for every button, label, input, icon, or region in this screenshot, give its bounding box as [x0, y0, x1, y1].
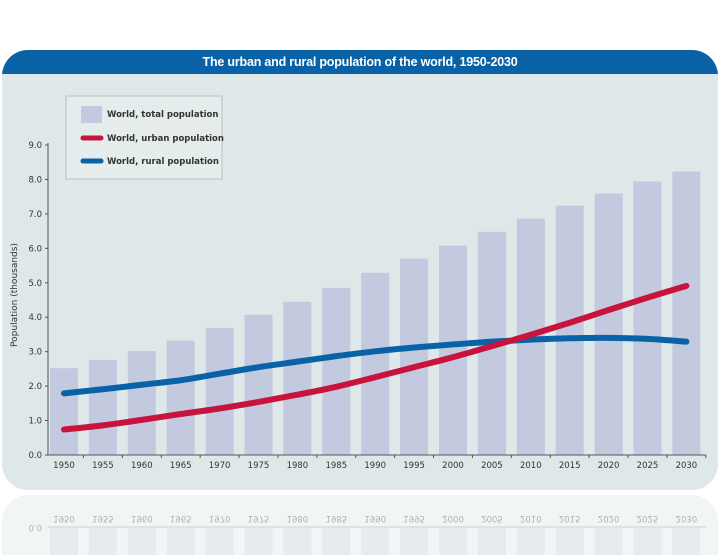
reflection-label: 1955 — [92, 513, 114, 523]
bar-1995 — [400, 259, 428, 455]
x-tick-label-1985: 1985 — [325, 461, 347, 471]
bar-2030 — [672, 172, 700, 455]
legend-label-rural: World, rural population — [107, 157, 219, 167]
x-tick-label-2020: 2020 — [598, 461, 620, 471]
reflection-bar — [283, 528, 311, 555]
reflection-bar — [439, 528, 467, 555]
reflection-label: 1970 — [209, 513, 231, 523]
x-tick-label-2000: 2000 — [442, 461, 464, 471]
x-tick-label-1970: 1970 — [209, 461, 231, 471]
reflection-bar — [361, 528, 389, 555]
reflection-label: 1995 — [403, 513, 425, 523]
reflection-bar — [634, 528, 662, 555]
reflection-bar — [89, 528, 117, 555]
bar-1985 — [322, 288, 350, 455]
x-tick-label-2025: 2025 — [637, 461, 659, 471]
bar-1970 — [206, 328, 234, 455]
reflection-bar — [50, 528, 78, 555]
y-tick-label: 1.0 — [28, 417, 42, 427]
reflection-label: 2030 — [676, 513, 698, 523]
bar-1965 — [167, 341, 195, 455]
bar-1960 — [128, 351, 156, 455]
reflection-bar — [672, 528, 700, 555]
y-tick-label: 9.0 — [28, 141, 42, 151]
reflection-bar — [322, 528, 350, 555]
reflection-label: 1980 — [287, 513, 309, 523]
reflection-label: 1965 — [170, 513, 192, 523]
y-tick-label: 5.0 — [28, 279, 42, 289]
legend-label-urban: World, urban population — [107, 134, 224, 144]
reflection-y-label: 0.0 — [28, 522, 42, 532]
reflection-bar — [245, 528, 273, 555]
x-tick-label-1965: 1965 — [170, 461, 192, 471]
reflection-bar — [206, 528, 234, 555]
bar-2000 — [439, 246, 467, 455]
bar-1980 — [283, 302, 311, 455]
x-tick-label-1960: 1960 — [131, 461, 153, 471]
x-tick-label-2030: 2030 — [676, 461, 698, 471]
reflection-bar — [556, 528, 584, 555]
y-tick-label: 4.0 — [28, 313, 42, 323]
x-tick-label-2010: 2010 — [520, 461, 542, 471]
reflection-label: 1950 — [53, 513, 75, 523]
chart-panel: The urban and rural population of the wo… — [2, 50, 718, 490]
reflection-axis: 1950 1955 1960 1965 1970 1975 1980 1985 1990 1995… — [2, 495, 718, 555]
x-tick-label-1990: 1990 — [364, 461, 386, 471]
reflection-bar — [400, 528, 428, 555]
reflection-label: 2015 — [559, 513, 581, 523]
reflection-label: 1960 — [131, 513, 153, 523]
bar-1950 — [50, 368, 78, 455]
bar-2025 — [634, 182, 662, 455]
y-tick-label: 0.0 — [28, 451, 42, 461]
panel-reflection: 1950 1955 1960 1965 1970 1975 1980 1985 1990 1995… — [2, 495, 718, 555]
legend: World, total population World, urban pop… — [66, 96, 224, 179]
y-axis-title: Population (thousands) — [10, 243, 20, 347]
y-tick-label: 3.0 — [28, 348, 42, 358]
reflection-label: 1975 — [248, 513, 270, 523]
chart-plot: 0.0 1.0 2.0 3.0 4.0 5.0 6.0 7.0 8.0 9.0 1950 1955 19… — [2, 50, 718, 490]
x-tick-label-1950: 1950 — [53, 461, 75, 471]
reflection-bar — [517, 528, 545, 555]
x-tick-label-1980: 1980 — [287, 461, 309, 471]
legend-label-total: World, total population — [107, 110, 218, 120]
reflection-bar — [128, 528, 156, 555]
reflection-group: 1950 1955 1960 1965 1970 1975 1980 1985 1990 1995… — [28, 513, 705, 555]
reflection-label: 2005 — [481, 513, 503, 523]
bar-1955 — [89, 360, 117, 455]
x-tick-label-1955: 1955 — [92, 461, 114, 471]
x-tick-label-2005: 2005 — [481, 461, 503, 471]
reflection-bar — [478, 528, 506, 555]
reflection-label: 1985 — [325, 513, 347, 523]
y-tick-label: 8.0 — [28, 175, 42, 185]
x-tick-label-2015: 2015 — [559, 461, 581, 471]
bar-2020 — [595, 194, 623, 455]
reflection-bar — [595, 528, 623, 555]
reflection-label: 2000 — [442, 513, 464, 523]
bar-1990 — [361, 273, 389, 455]
bar-2015 — [556, 206, 584, 455]
x-tick-label-1995: 1995 — [403, 461, 425, 471]
legend-swatch-total — [81, 106, 102, 123]
bar-1975 — [245, 315, 273, 455]
reflection-label: 2010 — [520, 513, 542, 523]
reflection-label: 1990 — [364, 513, 386, 523]
reflection-label: 2020 — [598, 513, 620, 523]
reflection-label: 2025 — [637, 513, 659, 523]
y-tick-label: 7.0 — [28, 210, 42, 220]
x-tick-label-1975: 1975 — [248, 461, 270, 471]
y-tick-label: 2.0 — [28, 382, 42, 392]
y-tick-label: 6.0 — [28, 244, 42, 254]
reflection-bar — [167, 528, 195, 555]
